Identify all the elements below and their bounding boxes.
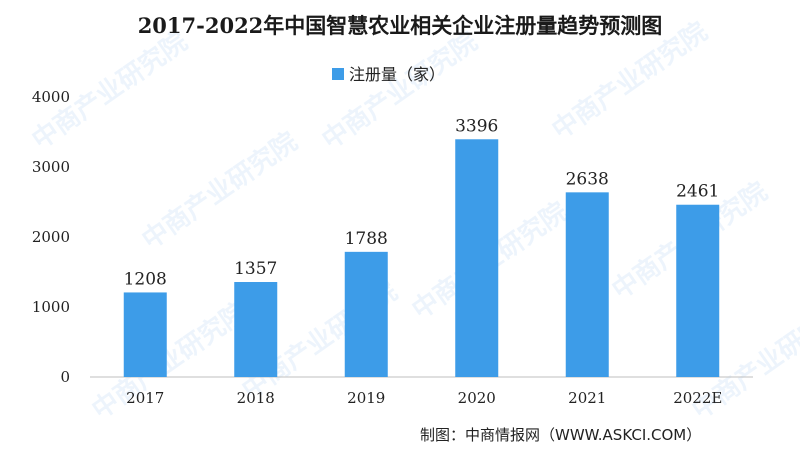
y-tick-label: 2000 xyxy=(32,228,70,246)
x-tick-label-2021: 2021 xyxy=(568,389,606,407)
bar-2018 xyxy=(234,282,278,377)
x-tick-label-2022E: 2022E xyxy=(673,389,722,407)
watermark-text: 中商产业研究院 xyxy=(86,296,253,426)
bar-2021 xyxy=(565,192,609,377)
data-label-2018: 1357 xyxy=(234,259,277,279)
watermark-text: 中商产业研究院 xyxy=(136,126,303,256)
source-note: 制图：中商情报网（WWW.ASKCI.COM） xyxy=(420,426,701,444)
bar-2017 xyxy=(123,292,167,377)
x-tick-label-2018: 2018 xyxy=(237,389,275,407)
x-tick-label-2020: 2020 xyxy=(458,389,496,407)
bar-2022E xyxy=(676,204,720,377)
legend-swatch xyxy=(332,68,344,80)
chart-title: 2017-2022年中国智慧农业相关企业注册量趋势预测图 xyxy=(138,13,663,38)
y-tick-label: 4000 xyxy=(32,88,70,106)
x-axis-ticks: 2017 2018 2019 2020 2021 2022E xyxy=(126,389,722,407)
bar-2020 xyxy=(455,139,499,377)
data-label-2017: 1208 xyxy=(124,269,167,289)
data-labels: 1208 1357 1788 3396 2638 2461 xyxy=(124,116,720,289)
legend-label: 注册量（家） xyxy=(349,65,445,84)
legend: 注册量（家） xyxy=(332,65,445,84)
y-axis: 0 1000 2000 3000 4000 xyxy=(32,88,70,386)
x-tick-label-2017: 2017 xyxy=(126,389,164,407)
data-label-2021: 2638 xyxy=(566,169,609,189)
data-label-2019: 1788 xyxy=(345,229,388,249)
y-tick-label: 1000 xyxy=(32,298,70,316)
y-tick-label: 0 xyxy=(60,368,70,386)
bars xyxy=(123,139,720,377)
y-tick-label: 3000 xyxy=(32,158,70,176)
x-tick-label-2019: 2019 xyxy=(347,389,385,407)
data-label-2020: 3396 xyxy=(455,116,498,136)
bar-2019 xyxy=(344,251,388,377)
data-label-2022E: 2461 xyxy=(676,182,719,202)
